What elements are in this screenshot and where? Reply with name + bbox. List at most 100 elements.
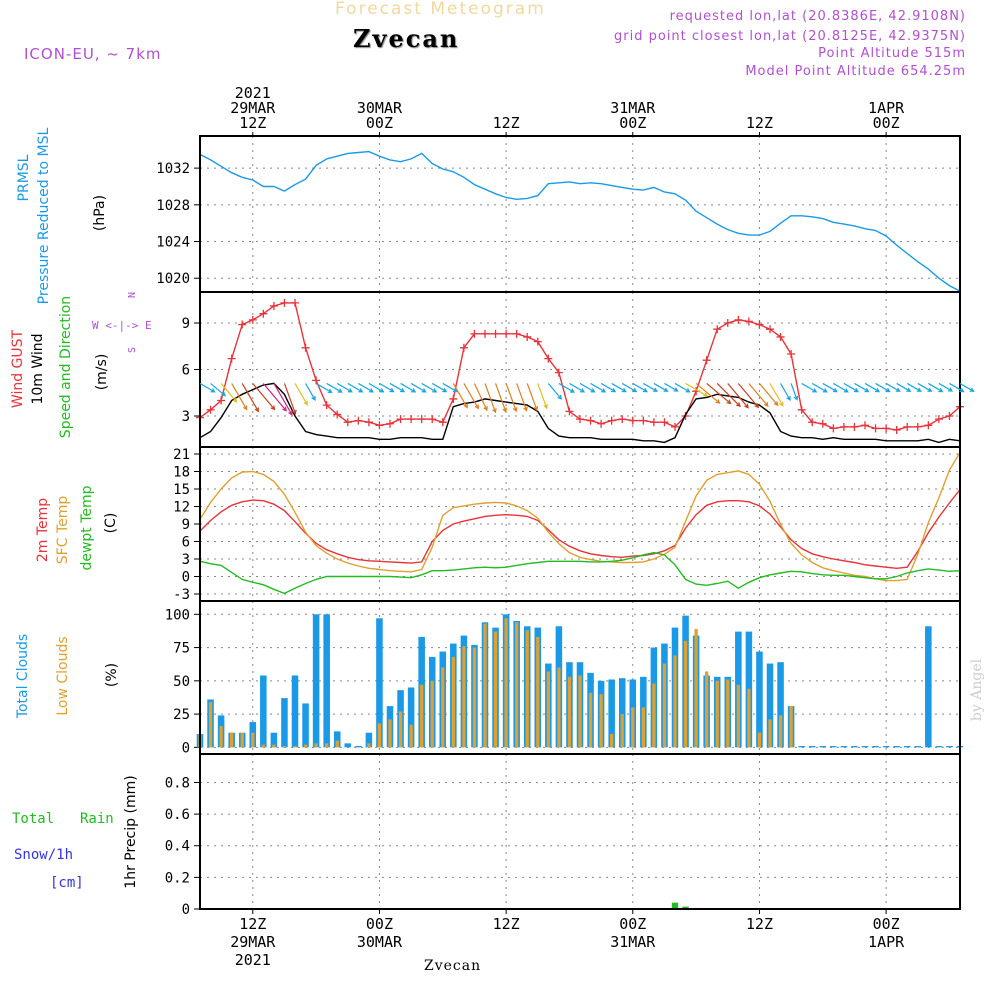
y-tick-label: 0.6	[165, 807, 190, 823]
gust-marker	[438, 418, 447, 427]
y-tick-label: 100	[165, 607, 190, 623]
bar-low-clouds	[325, 743, 329, 748]
wind-arrow	[231, 383, 248, 411]
gust-marker	[417, 415, 426, 424]
pressure-label-prmsl: PRMSL	[16, 154, 32, 202]
wind-arrow	[822, 382, 838, 393]
bar-total-clouds	[893, 746, 900, 748]
gust-marker	[533, 337, 542, 346]
bar-total-clouds	[608, 679, 615, 748]
gust-marker	[839, 422, 848, 431]
wind-arrow	[283, 383, 297, 415]
wind-arrow	[400, 382, 417, 393]
wind-arrow	[727, 383, 749, 409]
location-title: Zvecan	[353, 24, 460, 53]
bar-low-clouds	[493, 631, 498, 748]
compass-west-east: W <-|-> E	[92, 319, 152, 332]
time-label-bottom: 12Z	[239, 915, 266, 933]
bar-total-clouds	[808, 746, 816, 748]
bar-low-clouds	[451, 656, 455, 748]
y-tick-label: 25	[173, 707, 190, 723]
y-tick-label: 1028	[156, 198, 190, 214]
gust-marker	[217, 396, 226, 405]
bar-total-clouds	[840, 746, 848, 748]
wind-arrow	[379, 382, 395, 393]
bar-low-clouds	[610, 734, 614, 748]
gust-marker	[766, 325, 774, 334]
wind-arrow	[928, 382, 944, 393]
series-line-prmsl	[199, 150, 961, 292]
gust-marker	[312, 376, 321, 385]
wind-arrow	[843, 382, 860, 393]
wind-arrow	[505, 383, 518, 413]
y-tick-label: 50	[173, 674, 190, 690]
wind-arrow	[579, 382, 596, 393]
bar-total-clouds	[365, 732, 373, 748]
bar-low-clouds	[314, 743, 318, 748]
wind-arrow	[653, 382, 669, 392]
wind-arrow	[537, 383, 548, 410]
gust-marker	[459, 343, 468, 352]
wind-arrow	[199, 382, 216, 393]
gust-marker	[280, 298, 289, 307]
gust-marker	[449, 394, 458, 403]
wind-arrow	[347, 382, 364, 393]
bar-low-clouds	[272, 744, 276, 748]
gust-marker	[206, 405, 215, 414]
wind-arrow	[833, 382, 849, 393]
wind-arrow	[442, 382, 458, 393]
bar-total-clouds	[777, 662, 784, 748]
wind-arrow	[769, 383, 784, 407]
wind-arrow	[484, 383, 497, 414]
wind-arrow	[611, 382, 627, 393]
time-label-top: 30MAR	[357, 99, 403, 117]
gust-marker	[364, 418, 373, 427]
bar-total-clouds	[407, 687, 415, 748]
gust-marker	[396, 415, 405, 424]
wind-arrow	[695, 382, 721, 404]
model-label: ICON-EU, ~ 7km	[24, 45, 162, 63]
temp-unit: (C)	[103, 512, 119, 534]
bar-low-clouds	[409, 724, 413, 748]
bar-low-clouds	[578, 675, 582, 748]
bar-low-clouds	[588, 692, 593, 748]
wind-arrow	[906, 382, 922, 392]
wind-arrow	[431, 382, 448, 393]
wind-arrow	[632, 382, 648, 393]
gust-marker	[554, 368, 563, 377]
wind-arrow	[674, 382, 691, 393]
bar-total-clouds	[830, 746, 837, 748]
wind-arrow	[463, 383, 479, 410]
wind-arrow	[737, 383, 760, 409]
wind-arrow	[273, 383, 293, 416]
bar-low-clouds	[367, 743, 371, 748]
bar-total-clouds	[946, 746, 953, 748]
gust-marker	[734, 315, 743, 324]
series-line-10m-wind	[199, 382, 961, 444]
bar-low-clouds	[557, 667, 561, 748]
gust-marker	[386, 419, 394, 428]
bar-total-clouds	[344, 743, 352, 748]
gust-marker	[871, 424, 880, 433]
compass-north: N	[127, 291, 139, 299]
precip-label-total: Total	[12, 811, 55, 827]
gust-marker	[744, 317, 753, 326]
panel-4	[194, 753, 961, 910]
wind-arrow	[389, 382, 406, 393]
wind-arrow	[526, 383, 539, 412]
wind-arrow	[241, 383, 259, 413]
bar-low-clouds	[652, 683, 656, 748]
pressure-label-desc: Pressure Reduced to MSL	[36, 127, 52, 305]
bar-total-clouds	[376, 618, 383, 748]
panel-3	[194, 600, 964, 755]
bar-low-clouds	[208, 702, 213, 748]
bar-total-clouds	[882, 746, 890, 748]
wind-label-10m: 10m Wind	[30, 333, 46, 405]
bar-low-clouds	[694, 628, 698, 748]
wind-arrow	[621, 382, 638, 393]
bar-low-clouds	[515, 622, 519, 748]
gust-marker	[913, 422, 922, 431]
compass-south: S	[127, 346, 139, 354]
wind-arrow	[294, 383, 308, 406]
requested-coords: requested lon,lat (20.8386E, 42.9108N)	[669, 9, 966, 24]
